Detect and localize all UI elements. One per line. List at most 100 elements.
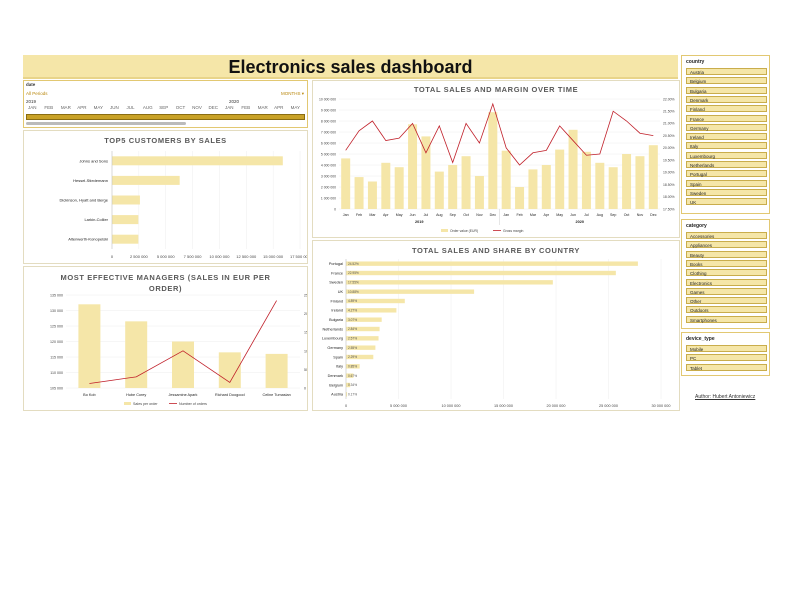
country-label: Finland bbox=[331, 299, 343, 303]
customer-label: Hessel-Stiedemann bbox=[73, 178, 108, 183]
timeline-month-label[interactable]: AUG bbox=[142, 105, 153, 110]
country-share-label: 24.52% bbox=[348, 262, 359, 266]
country-slicer-item-germany[interactable]: Germany bbox=[686, 123, 767, 131]
timeline-month-label[interactable]: JUN bbox=[110, 105, 119, 110]
country-slicer-item-ireland[interactable]: Ireland bbox=[686, 133, 767, 141]
timeline-month-label[interactable]: FEB bbox=[241, 105, 251, 110]
sales-bar bbox=[581, 151, 591, 209]
country-slicer-item-austria[interactable]: Austria bbox=[686, 68, 767, 75]
customer-bar bbox=[112, 195, 140, 205]
month-label: Jun bbox=[410, 213, 416, 217]
month-label: Feb bbox=[356, 213, 362, 217]
category-slicer-item-smartphones[interactable]: Smartphones bbox=[686, 315, 767, 323]
customers-chart-title: TOP5 CUSTOMERS BY SALES bbox=[104, 136, 227, 145]
country-slicer-item-luxembourg[interactable]: Luxembourg bbox=[686, 151, 767, 159]
sales-bar bbox=[474, 176, 484, 209]
dashboard-title: Electronics sales dashboard bbox=[228, 57, 473, 77]
country-slicer-item-italy[interactable]: Italy bbox=[686, 142, 767, 150]
date-timeline[interactable]: date All Periods MONTHS ▾ 2019 2020 JAN F… bbox=[23, 80, 308, 128]
timeline-month-label[interactable]: MAY bbox=[93, 105, 104, 110]
timeline-month-label[interactable]: APR bbox=[77, 105, 87, 110]
month-label: Mar bbox=[369, 213, 376, 217]
country-share-label: 2.55% bbox=[348, 346, 357, 350]
device-type-slicer-item-pc[interactable]: PC bbox=[686, 354, 767, 362]
y-left-tick-label: 4 000 000 bbox=[321, 163, 336, 167]
timeline-month-label[interactable]: JAN bbox=[224, 105, 234, 110]
sales-bar bbox=[354, 177, 364, 209]
y-right-tick-label: 100 bbox=[304, 349, 307, 353]
country-slicer-item-bulgaria[interactable]: Bulgaria bbox=[686, 86, 767, 94]
sales-bar bbox=[381, 162, 391, 209]
country-share-label: 4.27% bbox=[348, 309, 357, 313]
customers-chart: 0 2 500 000 5 000 000 7 500 000 10 000 000 12… bbox=[60, 151, 307, 259]
category-slicer-item-outdoors[interactable]: Outdoors bbox=[686, 306, 767, 314]
category-slicer-item-other[interactable]: Other bbox=[686, 297, 767, 305]
country-slicer-item-spain[interactable]: Spain bbox=[686, 179, 767, 187]
country-slicer: country Austria Belgium Bulgaria Denmark Fin… bbox=[681, 55, 770, 214]
month-label: Apr bbox=[383, 213, 389, 217]
category-slicer-item-clothing[interactable]: Clothing bbox=[686, 269, 767, 277]
month-label: Dec bbox=[490, 213, 497, 217]
category-slicer-item-beauty[interactable]: Beauty bbox=[686, 250, 767, 258]
country-slicer-item-finland[interactable]: Finland bbox=[686, 105, 767, 113]
timeline-scrollbar[interactable] bbox=[26, 122, 186, 125]
y-right-tick-label: 22.00% bbox=[663, 97, 675, 101]
country-slicer-item-netherlands[interactable]: Netherlands bbox=[686, 161, 767, 168]
y-left-tick-label: 105 000 bbox=[50, 387, 63, 391]
country-slicer-item-france[interactable]: France bbox=[686, 114, 767, 122]
timeline-month-label[interactable]: MAY bbox=[290, 105, 300, 110]
timeline-selection-bar[interactable] bbox=[26, 114, 305, 120]
timeline-month-label[interactable]: NOV bbox=[192, 105, 202, 110]
x-tick-label: 15 000 000 bbox=[263, 254, 284, 259]
country-chart-title: TOTAL SALES AND SHARE BY COUNTRY bbox=[411, 246, 581, 255]
y-right-tick-label: 150 bbox=[304, 331, 307, 335]
timeline-granularity-dropdown[interactable]: MONTHS ▾ bbox=[280, 91, 304, 96]
sales-bar bbox=[448, 165, 458, 209]
country-slicer-item-denmark[interactable]: Denmark bbox=[686, 95, 767, 103]
margin-line bbox=[345, 102, 654, 166]
y-left-tick-label: 1 000 000 bbox=[321, 196, 336, 200]
category-slicer-item-appliances[interactable]: Appliances bbox=[686, 241, 767, 249]
category-slicer-item-electronics[interactable]: Electronics bbox=[686, 278, 767, 286]
category-slicer-item-accessories[interactable]: Accessories bbox=[686, 232, 767, 239]
y-left-tick-label: 130 000 bbox=[50, 309, 63, 313]
device-type-slicer-item-mobile[interactable]: Mobile bbox=[686, 345, 767, 352]
country-share-label: 2.29% bbox=[348, 355, 357, 359]
category-slicer-item-books[interactable]: Books bbox=[686, 259, 767, 267]
legend-swatch-sales bbox=[124, 402, 131, 405]
y-right-tick-label: 21.50% bbox=[663, 110, 675, 114]
month-label: Jan bbox=[503, 213, 509, 217]
timeline-month-label[interactable]: FEB bbox=[44, 105, 54, 110]
timeline-month-label[interactable]: JAN bbox=[28, 105, 37, 110]
customer-bar bbox=[112, 156, 283, 166]
manager-label: Celine Tumasian bbox=[262, 393, 290, 397]
country-slicer-item-uk[interactable]: UK bbox=[686, 198, 767, 206]
country-bar bbox=[346, 270, 616, 276]
sales-bar bbox=[568, 129, 578, 209]
country-slicer-item-belgium[interactable]: Belgium bbox=[686, 77, 767, 85]
y-left-tick-label: 10 000 000 bbox=[319, 97, 336, 101]
y-left-tick-label: 3 000 000 bbox=[321, 174, 336, 178]
timeline-month-label[interactable]: JUL bbox=[126, 105, 135, 110]
y-left-tick-label: 8 000 000 bbox=[321, 119, 336, 123]
customer-bar bbox=[112, 234, 139, 244]
timeline-month-label[interactable]: DEC bbox=[208, 105, 219, 110]
x-tick-label: 5 000 000 bbox=[157, 254, 176, 259]
device-type-slicer-item-tablet[interactable]: Tablet bbox=[686, 363, 767, 371]
month-label: Mar bbox=[530, 213, 537, 217]
timeline-month-label[interactable]: APR bbox=[274, 105, 284, 110]
sales-bar bbox=[501, 150, 511, 209]
y-left-tick-label: 7 000 000 bbox=[321, 130, 336, 134]
country-slicer-item-sweden[interactable]: Sweden bbox=[686, 188, 767, 196]
timeline-range-label: All Periods bbox=[26, 91, 48, 96]
timeline-month-label[interactable]: MAR bbox=[60, 105, 71, 110]
month-label: Sep bbox=[449, 213, 455, 217]
timeline-month-label[interactable]: OCT bbox=[175, 105, 186, 110]
timeline-month-label[interactable]: MAR bbox=[257, 105, 268, 110]
category-slicer-item-games[interactable]: Games bbox=[686, 287, 767, 295]
timeline-month-label[interactable]: SEP bbox=[159, 105, 169, 110]
country-slicer-item-portugal[interactable]: Portugal bbox=[686, 170, 767, 178]
y-right-tick-label: 18.00% bbox=[663, 195, 675, 199]
y-left-tick-label: 0 bbox=[334, 207, 336, 211]
legend-label-order-value: Order value (EUR) bbox=[450, 229, 478, 233]
